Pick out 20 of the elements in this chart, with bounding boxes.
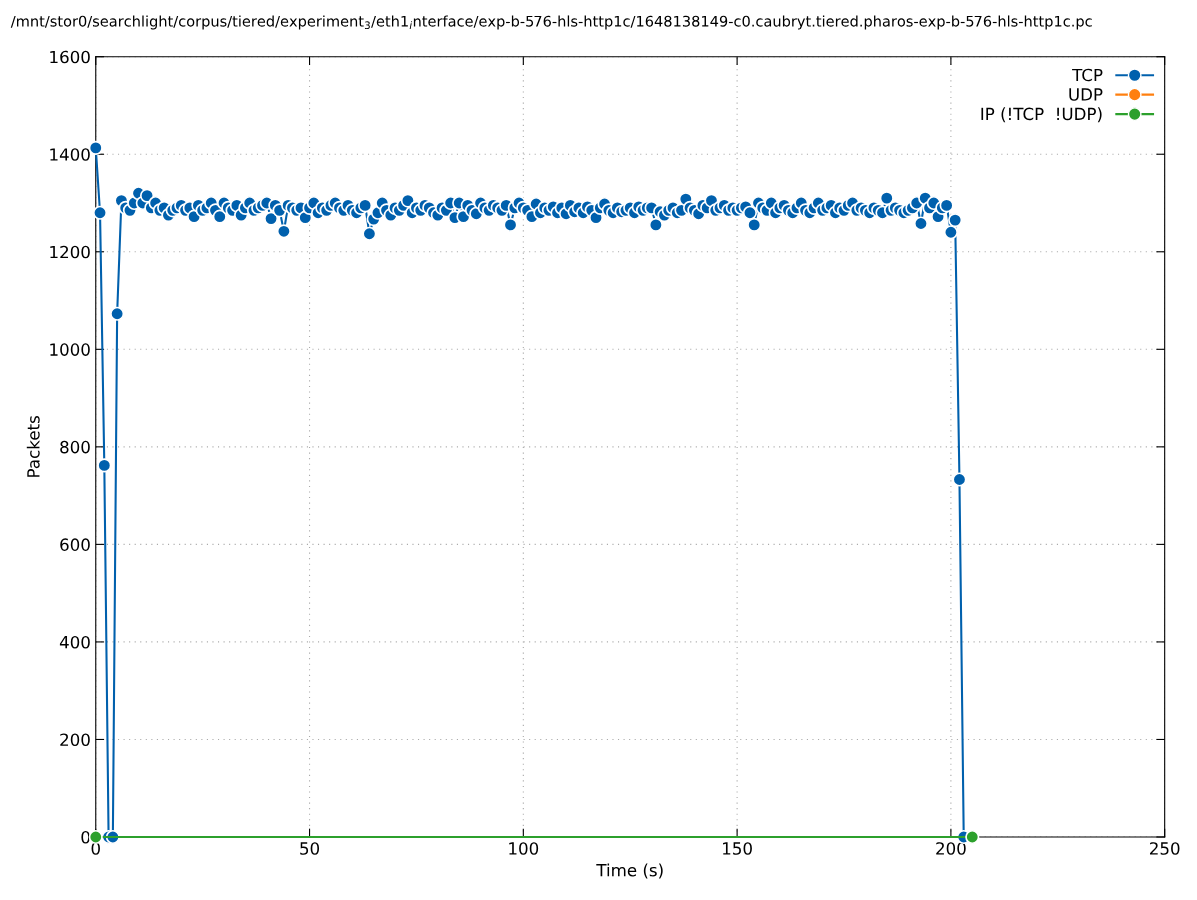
x-tick-label: 0 [91, 842, 100, 855]
legend-label: UDP [1069, 88, 1103, 101]
y-tick-label: 1200 [50, 245, 90, 259]
legend-label: TCP [1072, 68, 1103, 82]
x-tick-label: 100 [509, 842, 539, 855]
chart-title: /mnt/stor0/searchlight/corpus/tiered/experiment$_{3}$/eth1$_{i}$nterface/exp-b-576-hls-http1c/1648138149-c0.caubryt.tiered.pharos-exp-b-576-hls-http1c.pc [10, 15, 1092, 30]
y-tick-label: 600 [60, 538, 90, 551]
y-axis-title: Packets [26, 416, 40, 477]
x-tick-label: 150 [723, 842, 752, 855]
y-tick-label: 400 [59, 635, 90, 649]
y-tick-label: 800 [60, 440, 90, 454]
x-tick-label: 250 [1150, 842, 1180, 855]
y-tick-label: 1600 [50, 50, 90, 64]
y-tick-label: 1000 [50, 343, 90, 356]
y-tick-label: 200 [60, 733, 90, 747]
legend-label: IP (!TCP !UDP) [981, 107, 1102, 123]
y-tick-label: 1400 [50, 148, 90, 161]
x-tick-label: 200 [936, 842, 966, 855]
x-axis-title: Time (s) [596, 863, 663, 879]
x-tick-label: 50 [300, 842, 320, 855]
